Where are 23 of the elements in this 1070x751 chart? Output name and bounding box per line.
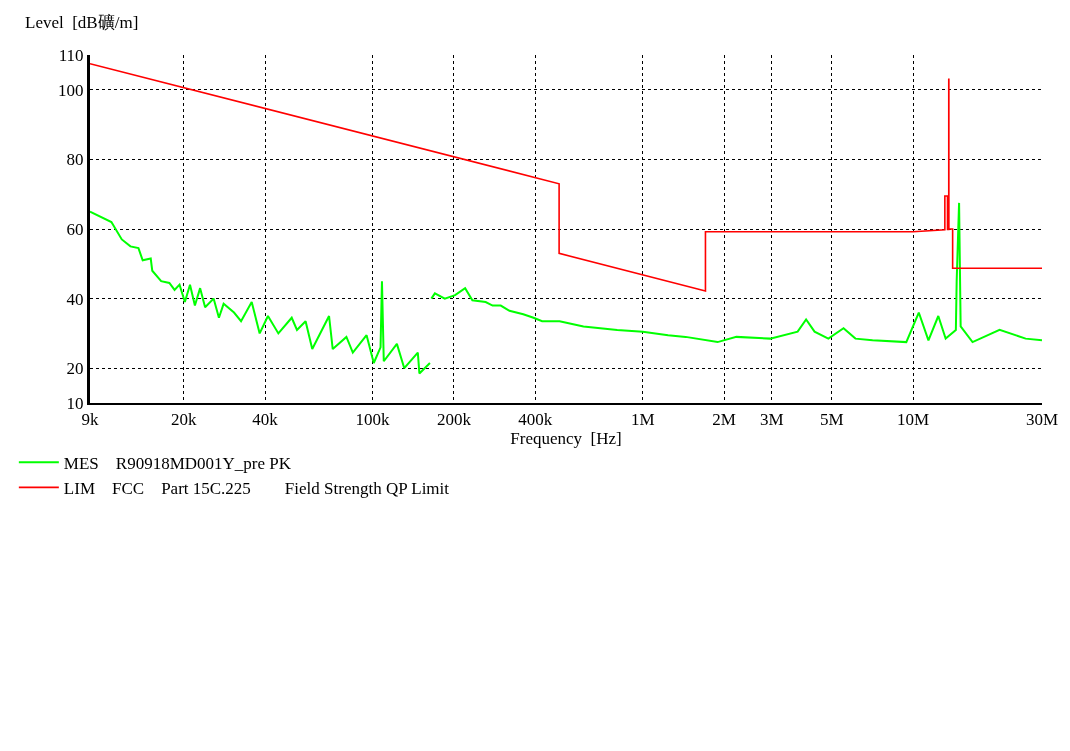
x-tick-label: 3M — [759, 410, 784, 430]
x-tick-label: 100k — [355, 410, 391, 430]
x-tick-label: 2M — [712, 410, 736, 430]
y-tick-label: 10 — [66, 393, 84, 413]
x-tick-label: 9k — [81, 410, 99, 430]
x-tick-label: 40k — [252, 410, 279, 430]
y-axis-title: Level [dB礦/m] — [25, 13, 139, 32]
x-tick-label: 1M — [631, 410, 655, 430]
legend-label: LIM FCC Part 15C.225 Field Strength QP Limit — [63, 479, 450, 499]
x-tick-label: 10M — [897, 410, 930, 430]
x-tick-label: 200k — [436, 410, 472, 430]
x-tick-label: 400k — [518, 410, 553, 430]
x-tick-label: 5M — [819, 410, 844, 430]
x-axis-title: Frequency [Hz] — [510, 429, 622, 449]
y-tick-label: 100 — [58, 80, 84, 100]
legend-label: MES R90918MD001Y_pre PK — [63, 453, 292, 473]
y-tick-label: 20 — [66, 359, 84, 379]
y-tick-label: 110 — [58, 45, 84, 65]
x-tick-label: 30M — [1025, 410, 1059, 430]
y-tick-label: 80 — [66, 150, 84, 170]
x-tick-label: 20k — [170, 410, 197, 430]
y-tick-label: 40 — [66, 289, 84, 309]
y-tick-label: 60 — [66, 219, 84, 239]
